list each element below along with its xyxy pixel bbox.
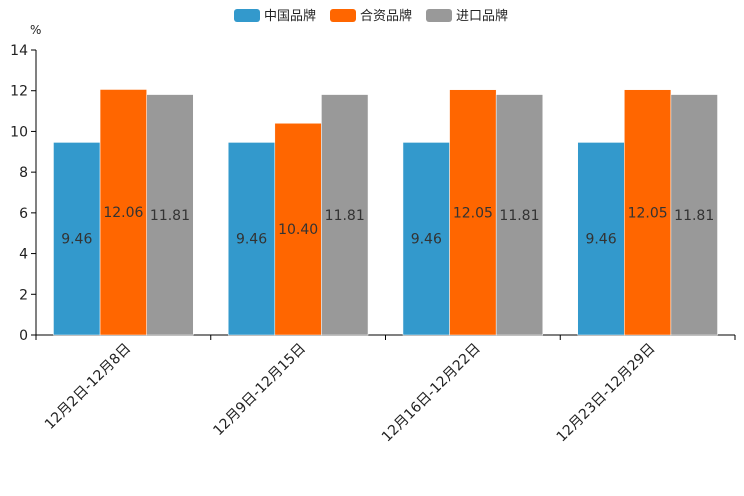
bars (53, 89, 718, 336)
bar-series-1-cat-3 (402, 142, 450, 336)
x-tick-label: 12月2日-12月8日 (42, 341, 134, 433)
data-label-series-3-cat-4: 11.81 (674, 208, 714, 224)
data-label-series-2-cat-2: 10.40 (278, 222, 318, 238)
legend-label-3: 进口品牌 (456, 8, 508, 24)
y-axis: 0 2 4 6 8 10 12 14 (10, 43, 37, 344)
data-label-series-2-cat-1: 12.06 (103, 205, 143, 221)
legend-label-2: 合资品牌 (360, 8, 412, 24)
legend-swatch-3 (426, 9, 452, 22)
legend: 中国品牌 合资品牌 进口品牌 (234, 8, 508, 24)
y-tick-label: 12 (10, 84, 28, 100)
x-axis: 12月2日-12月8日 12月9日-12月15日 12月16日-12月22日 12月2… (35, 334, 736, 446)
bar-series-1-cat-1 (53, 142, 101, 336)
x-tick-label: 12月23日-12月29日 (554, 341, 659, 446)
data-label-series-3-cat-1: 11.81 (150, 208, 190, 224)
bar-series-3-cat-2 (321, 94, 369, 336)
y-tick-label: 4 (19, 247, 28, 263)
y-tick-label: 14 (10, 43, 28, 59)
y-tick-label: 6 (19, 206, 28, 222)
data-label-series-1-cat-4: 9.46 (585, 232, 616, 248)
data-label-series-1-cat-3: 9.46 (411, 232, 442, 248)
bar-series-2-cat-2 (274, 123, 322, 336)
data-label-series-3-cat-2: 11.81 (325, 208, 365, 224)
legend-swatch-2 (330, 9, 356, 22)
x-tick-label: 12月9日-12月15日 (210, 341, 309, 440)
data-label-series-3-cat-3: 11.81 (499, 208, 539, 224)
data-label-series-1-cat-2: 9.46 (236, 232, 267, 248)
data-label-series-2-cat-4: 12.05 (628, 205, 668, 221)
legend-swatch-1 (234, 9, 260, 22)
bar-series-2-cat-4 (624, 89, 672, 336)
data-label-series-1-cat-1: 9.46 (61, 232, 92, 248)
data-labels: 9.46 12.06 11.81 9.46 10.40 11.81 9.46 12.05 11.… (61, 205, 714, 247)
data-label-series-2-cat-3: 12.05 (453, 205, 493, 221)
y-axis-unit-label: % (30, 23, 41, 37)
y-tick-label: 2 (19, 287, 28, 303)
bar-series-3-cat-3 (495, 94, 544, 336)
bar-series-1-cat-2 (227, 142, 276, 336)
x-tick-label: 12月16日-12月22日 (379, 341, 484, 446)
bar-series-3-cat-1 (146, 94, 194, 336)
bar-series-2-cat-3 (449, 89, 497, 336)
y-tick-label: 0 (19, 328, 28, 344)
legend-label-1: 中国品牌 (264, 8, 316, 24)
y-tick-label: 10 (10, 124, 28, 140)
bar-series-1-cat-4 (577, 142, 625, 336)
bar-series-3-cat-4 (670, 94, 718, 336)
y-tick-label: 8 (19, 165, 28, 181)
